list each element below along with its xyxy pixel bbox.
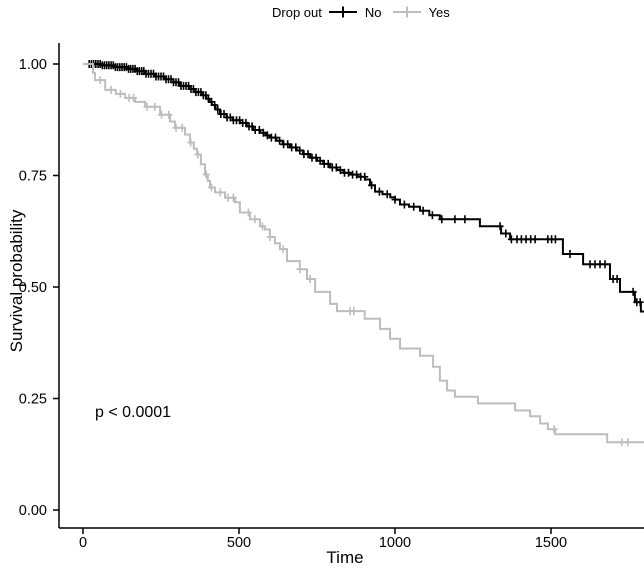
survival-curve-no — [83, 63, 644, 313]
censor-mark-no — [601, 260, 609, 269]
x-tick-label: 500 — [227, 535, 251, 551]
censor-mark-yes — [244, 208, 252, 217]
censor-mark-no — [391, 195, 399, 204]
legend-label-no: No — [364, 4, 382, 20]
x-tick-label: 0 — [79, 535, 87, 551]
censor-mark-yes — [187, 138, 195, 147]
censor-mark-no — [263, 131, 271, 140]
censor-mark-no — [345, 168, 352, 177]
censor-mark-no — [410, 202, 418, 211]
legend-key-no-icon — [328, 6, 357, 18]
censor-mark-yes — [296, 265, 304, 274]
censor-mark-yes — [550, 425, 558, 434]
y-tick-label: 1.00 — [19, 57, 47, 73]
censor-mark-no — [551, 235, 559, 244]
censor-mark-yes — [165, 110, 173, 119]
censor-mark-yes — [172, 123, 180, 132]
censor-mark-yes — [266, 233, 274, 241]
censor-mark-no — [613, 275, 621, 283]
censor-mark-yes — [208, 183, 215, 192]
y-tick-label: 0.75 — [19, 169, 47, 185]
censor-mark-yes — [130, 93, 137, 102]
censor-mark-no — [214, 105, 222, 114]
censor-mark-yes — [178, 123, 186, 132]
legend-label-yes: Yes — [428, 4, 450, 20]
censor-mark-yes — [96, 76, 104, 85]
censor-mark-yes — [151, 102, 159, 111]
censor-mark-no — [316, 156, 324, 165]
censor-mark-yes — [216, 188, 224, 197]
censor-mark-no — [636, 298, 644, 307]
y-tick-label: 0.50 — [19, 280, 47, 296]
censor-mark-no — [353, 170, 361, 179]
censor-mark-yes — [618, 438, 626, 447]
x-tick-label: 1000 — [379, 535, 411, 551]
censor-mark-no — [531, 235, 539, 244]
censor-mark-no — [332, 163, 340, 172]
censor-mark-no — [461, 215, 469, 224]
censor-mark-no — [428, 211, 436, 220]
censor-mark-no — [502, 229, 510, 238]
censor-mark-no — [324, 159, 332, 168]
x-tick-label: 1500 — [535, 535, 567, 551]
p-value-annotation: p < 0.0001 — [95, 404, 172, 421]
legend-title: Drop out — [272, 4, 322, 20]
censor-mark-yes — [258, 222, 266, 231]
x-axis-title: Time — [326, 548, 364, 567]
censor-mark-no — [419, 206, 427, 215]
censor-mark-no — [276, 136, 284, 145]
censor-mark-no — [451, 215, 459, 224]
censor-mark-no — [336, 166, 344, 175]
y-tick-label: 0.00 — [19, 503, 47, 519]
legend: Drop out No Yes — [272, 4, 450, 20]
censor-mark-no — [312, 153, 320, 162]
censor-mark-yes — [279, 245, 287, 254]
censor-mark-yes — [251, 215, 259, 224]
censor-mark-no — [400, 200, 408, 209]
censor-mark-no — [292, 143, 300, 152]
legend-key-yes-icon — [392, 6, 421, 18]
censor-mark-no — [304, 150, 312, 159]
censor-mark-no — [438, 215, 446, 224]
censor-mark-yes — [306, 275, 314, 283]
censor-mark-no — [296, 146, 304, 155]
censor-mark-yes — [116, 89, 124, 98]
censor-mark-no — [629, 287, 637, 296]
censor-mark-no — [272, 133, 279, 142]
censor-mark-no — [375, 187, 383, 196]
censor-mark-no — [368, 181, 376, 190]
censor-mark-no — [259, 128, 267, 137]
censor-mark-no — [284, 140, 292, 149]
censor-mark-yes — [624, 438, 632, 447]
censor-mark-no — [496, 222, 504, 231]
censor-mark-yes — [143, 102, 151, 111]
y-tick-label: 0.25 — [19, 392, 47, 408]
censor-mark-yes — [229, 193, 237, 202]
censor-mark-no — [211, 101, 219, 109]
censor-mark-yes — [158, 110, 166, 119]
censor-mark-yes — [194, 150, 202, 159]
survival-curve-yes — [83, 63, 644, 444]
censor-mark-yes — [107, 85, 115, 94]
censor-mark-no — [383, 190, 391, 199]
censor-mark-no — [566, 250, 574, 258]
censor-mark-yes — [202, 170, 210, 179]
censor-mark-yes — [350, 307, 358, 316]
censor-mark-no — [361, 172, 369, 181]
censor-mark-no — [255, 126, 263, 134]
